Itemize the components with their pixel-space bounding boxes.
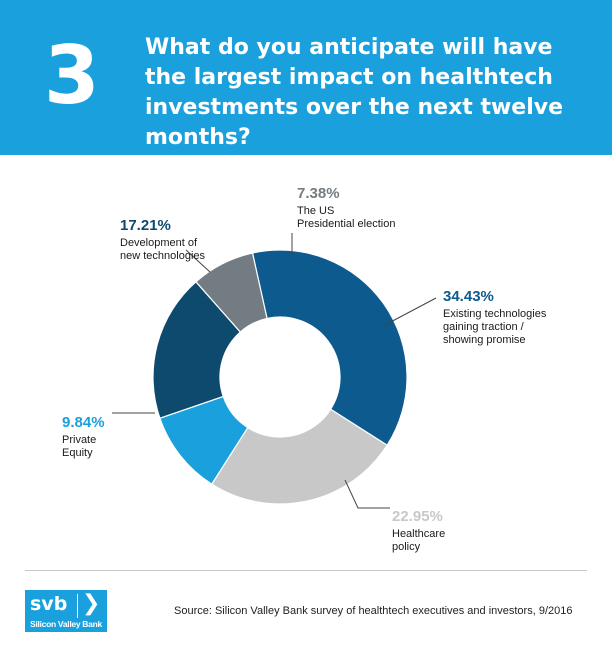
pct-private-equity: 9.84%	[62, 414, 105, 431]
label-private-equity: 9.84% Private Equity	[62, 414, 105, 460]
logo-wordmark: svb	[30, 593, 68, 615]
pct-existing-technologies: 34.43%	[443, 288, 494, 305]
leader-line-existing-technologies	[384, 297, 437, 326]
label-healthcare-policy: 22.95% Healthcare policy	[392, 508, 445, 554]
desc-line: new technologies	[120, 250, 206, 262]
desc-line: The US	[297, 205, 335, 217]
desc-line: showing promise	[443, 334, 526, 346]
desc-line: Presidential election	[297, 218, 396, 230]
source-note: Source: Silicon Valley Bank survey of he…	[174, 605, 573, 617]
pct-development-technologies: 17.21%	[120, 217, 171, 234]
svb-logo: svb ❯ Silicon Valley Bank	[25, 590, 107, 632]
desc-line: Healthcare	[392, 528, 446, 540]
logo-separator	[77, 594, 78, 618]
question-number: 3	[44, 29, 100, 122]
leader-line-development-technologies	[185, 249, 211, 273]
label-us-election: 7.38% The US Presidential election	[297, 185, 395, 231]
donut-chart	[112, 233, 437, 509]
desc-line: Development of	[120, 237, 198, 249]
chevron-right-icon: ❯	[82, 591, 101, 616]
header-banner: 3 What do you anticipate will have the l…	[0, 0, 612, 155]
slice-development-technologies	[152, 280, 242, 419]
pct-us-election: 7.38%	[297, 185, 340, 202]
desc-line: Equity	[62, 447, 93, 459]
desc-line: gaining traction /	[443, 321, 524, 333]
label-existing-technologies: 34.43% Existing technologies gaining tra…	[443, 288, 546, 347]
footer-divider	[25, 570, 587, 571]
desc-line: Private	[62, 434, 97, 446]
question-title: What do you anticipate will have the lar…	[145, 35, 564, 150]
slice-us-election	[195, 252, 268, 333]
desc-line: policy	[392, 541, 421, 553]
desc-line: Existing technologies	[443, 308, 547, 320]
leader-line-healthcare-policy	[344, 479, 390, 509]
pct-healthcare-policy: 22.95%	[392, 508, 443, 525]
label-development-technologies: 17.21% Development of new technologies	[120, 217, 205, 263]
slice-healthcare-policy	[210, 408, 388, 505]
slice-existing-technologies	[251, 249, 408, 447]
logo-subtext: Silicon Valley Bank	[30, 619, 102, 629]
